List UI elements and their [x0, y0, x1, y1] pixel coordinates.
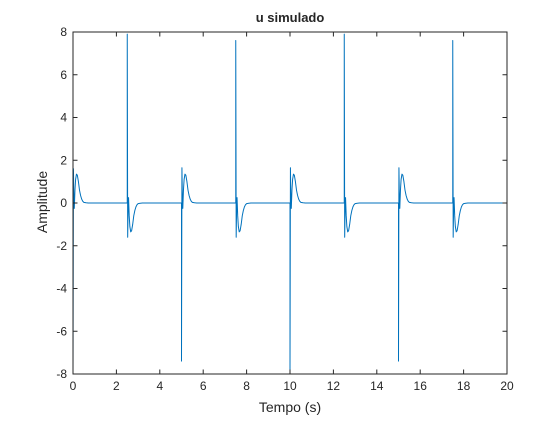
y-tick-label: -2: [56, 239, 67, 253]
x-tick-label: 2: [113, 379, 120, 393]
x-tick-label: 10: [283, 379, 297, 393]
plot-area: 0 2 4 6 8 10 12 14 16 18 20 -8 -6 -4 -2 0 2 4 6 8: [56, 25, 514, 393]
x-tick-label: 4: [156, 379, 163, 393]
y-tick-label: -4: [56, 282, 67, 296]
x-tick-label: 20: [500, 379, 514, 393]
y-tick-label: 6: [60, 68, 67, 82]
x-axis-label: Tempo (s): [259, 399, 321, 415]
x-tick-label: 16: [414, 379, 428, 393]
y-tick-label: 0: [60, 196, 67, 210]
y-tick-label: -8: [56, 367, 67, 381]
x-tick-label: 14: [370, 379, 384, 393]
x-tick-label: 8: [243, 379, 250, 393]
y-tick-label: 4: [60, 111, 67, 125]
y-tick-label: 2: [60, 153, 67, 167]
x-tick-label: 12: [327, 379, 341, 393]
x-tick-label: 18: [457, 379, 471, 393]
x-tick-label: 0: [70, 379, 77, 393]
y-tick-label: -6: [56, 324, 67, 338]
series-line-0: [72, 33, 507, 375]
y-tick-label: 8: [60, 25, 67, 39]
y-axis-label: Amplitude: [34, 171, 50, 233]
x-tick-label: 6: [200, 379, 207, 393]
chart-title: u simulado: [256, 10, 325, 25]
